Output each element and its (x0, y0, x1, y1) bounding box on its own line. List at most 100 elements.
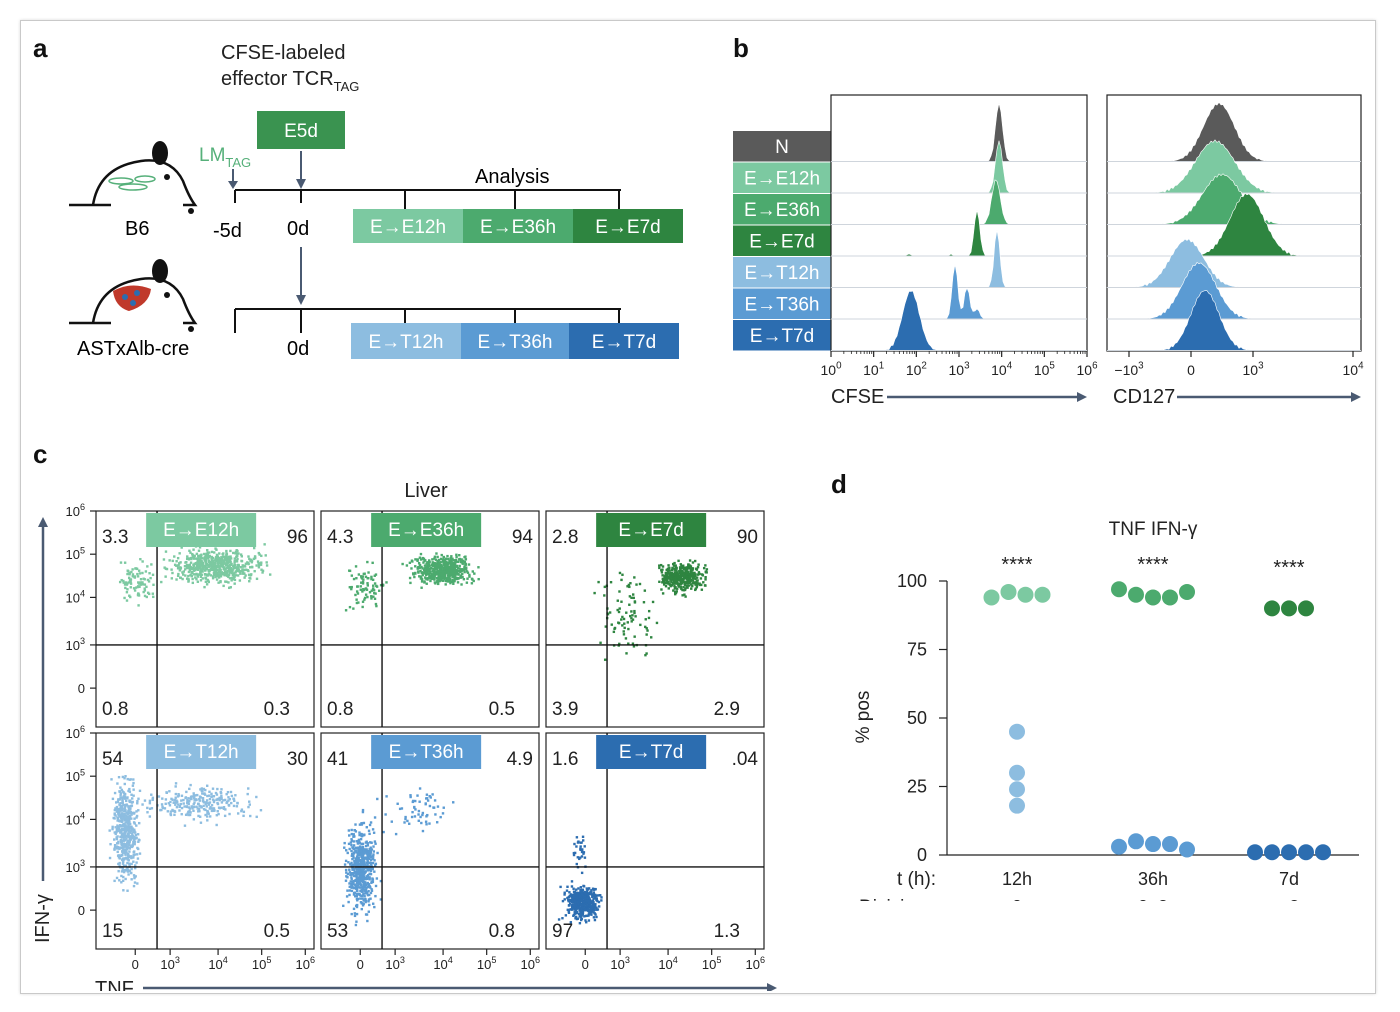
flow-dot (130, 856, 133, 860)
flow-dot (444, 565, 448, 568)
flow-dot (593, 906, 596, 909)
flow-dot (438, 571, 441, 574)
flow-dot (215, 823, 218, 827)
flow-dot (362, 882, 365, 885)
flow-dot (462, 559, 465, 563)
flow-dot (421, 573, 424, 577)
flow-dot (439, 815, 442, 819)
cd127-axis-arrow-head (1351, 392, 1361, 402)
flow-dot (198, 546, 202, 549)
flow-x-tick-label: 104 (658, 955, 678, 972)
quadrant-upper-right: 90 (737, 527, 758, 548)
flow-dot (367, 850, 370, 853)
flow-dot (618, 607, 621, 610)
flow-dot (368, 872, 371, 876)
flow-dot (346, 889, 349, 892)
flow-dot (187, 558, 191, 561)
flow-dot (368, 893, 371, 897)
flow-dot (136, 833, 140, 836)
flow-dot (357, 864, 360, 867)
flow-dot (196, 559, 199, 562)
flow-dot (444, 583, 447, 586)
flow-dot (349, 880, 352, 883)
flow-dot (687, 564, 690, 568)
flow-dot (413, 805, 416, 809)
flow-dot (369, 862, 373, 865)
flow-dot (122, 889, 125, 892)
flow-dot (250, 559, 254, 563)
flow-dot (121, 846, 124, 849)
flow-dot (446, 579, 450, 582)
flow-dot (588, 902, 591, 906)
flow-dot (221, 564, 224, 568)
dotplot-y-tick-label: 75 (907, 640, 927, 660)
flow-dot (128, 594, 131, 597)
flow-dot (579, 903, 583, 907)
hist-row-label: E→E7d (749, 232, 814, 253)
flow-dot (232, 564, 235, 568)
flow-dot (418, 800, 421, 803)
flow-dot (125, 804, 129, 807)
flow-x-tick-label: 0 (132, 957, 139, 972)
flow-dot (425, 823, 428, 826)
flow-dot (377, 589, 381, 592)
flow-dot (139, 581, 142, 584)
flow-dot (192, 563, 195, 567)
flow-dot (355, 893, 359, 896)
flow-dot (370, 595, 373, 598)
flow-dot (211, 564, 214, 567)
flow-dot (566, 896, 569, 900)
flow-dot (658, 580, 661, 583)
flow-dot (357, 846, 360, 849)
flow-dot (239, 553, 243, 556)
flow-dot (205, 799, 209, 802)
flow-dot (268, 573, 272, 576)
flow-dot (617, 610, 621, 614)
flow-dot (587, 914, 590, 917)
flow-dot (364, 870, 368, 873)
flow-dot (622, 630, 625, 633)
flow-dot (674, 591, 678, 595)
flow-dot (448, 565, 451, 569)
flow-dot (587, 919, 591, 922)
flow-dot (192, 809, 195, 813)
flow-dot (135, 814, 139, 818)
flow-dot (350, 873, 354, 876)
flow-dot (123, 825, 127, 828)
flow-dot (192, 818, 196, 821)
flow-dot (574, 912, 578, 915)
flow-dot (591, 887, 595, 890)
flow-dot (230, 794, 234, 798)
tnf-axis-arrow-head (767, 983, 777, 991)
flow-dot (704, 578, 707, 581)
flow-dot (441, 569, 444, 573)
dot-e-group (1162, 589, 1178, 606)
cfse-tick-label: 100 (820, 361, 842, 378)
flow-dot (227, 796, 230, 799)
flow-dot (131, 573, 135, 576)
flow-dot (682, 566, 685, 569)
flow-dot (414, 565, 417, 568)
flow-dot (425, 565, 429, 569)
flow-dot (214, 547, 217, 550)
flow-dot (359, 889, 362, 893)
flow-dot (247, 562, 250, 566)
flow-dot (172, 801, 175, 804)
flow-dot (409, 581, 412, 585)
row-t-label: t (h): (897, 869, 936, 890)
flow-dot (694, 588, 697, 592)
flow-dot (362, 849, 366, 852)
flow-y-tick-label: 103 (65, 636, 85, 653)
flow-dot (375, 604, 378, 608)
flow-dot (110, 778, 113, 781)
flow-dot (463, 568, 466, 571)
flow-dot (567, 904, 571, 907)
flow-dot (367, 867, 370, 870)
flow-dot (586, 889, 589, 892)
cfse-histogram (831, 230, 1087, 288)
flow-dot (113, 838, 116, 841)
flow-dot (228, 797, 231, 801)
flow-dot (394, 832, 398, 836)
flow-dot (195, 562, 198, 565)
flow-dot (580, 899, 583, 903)
